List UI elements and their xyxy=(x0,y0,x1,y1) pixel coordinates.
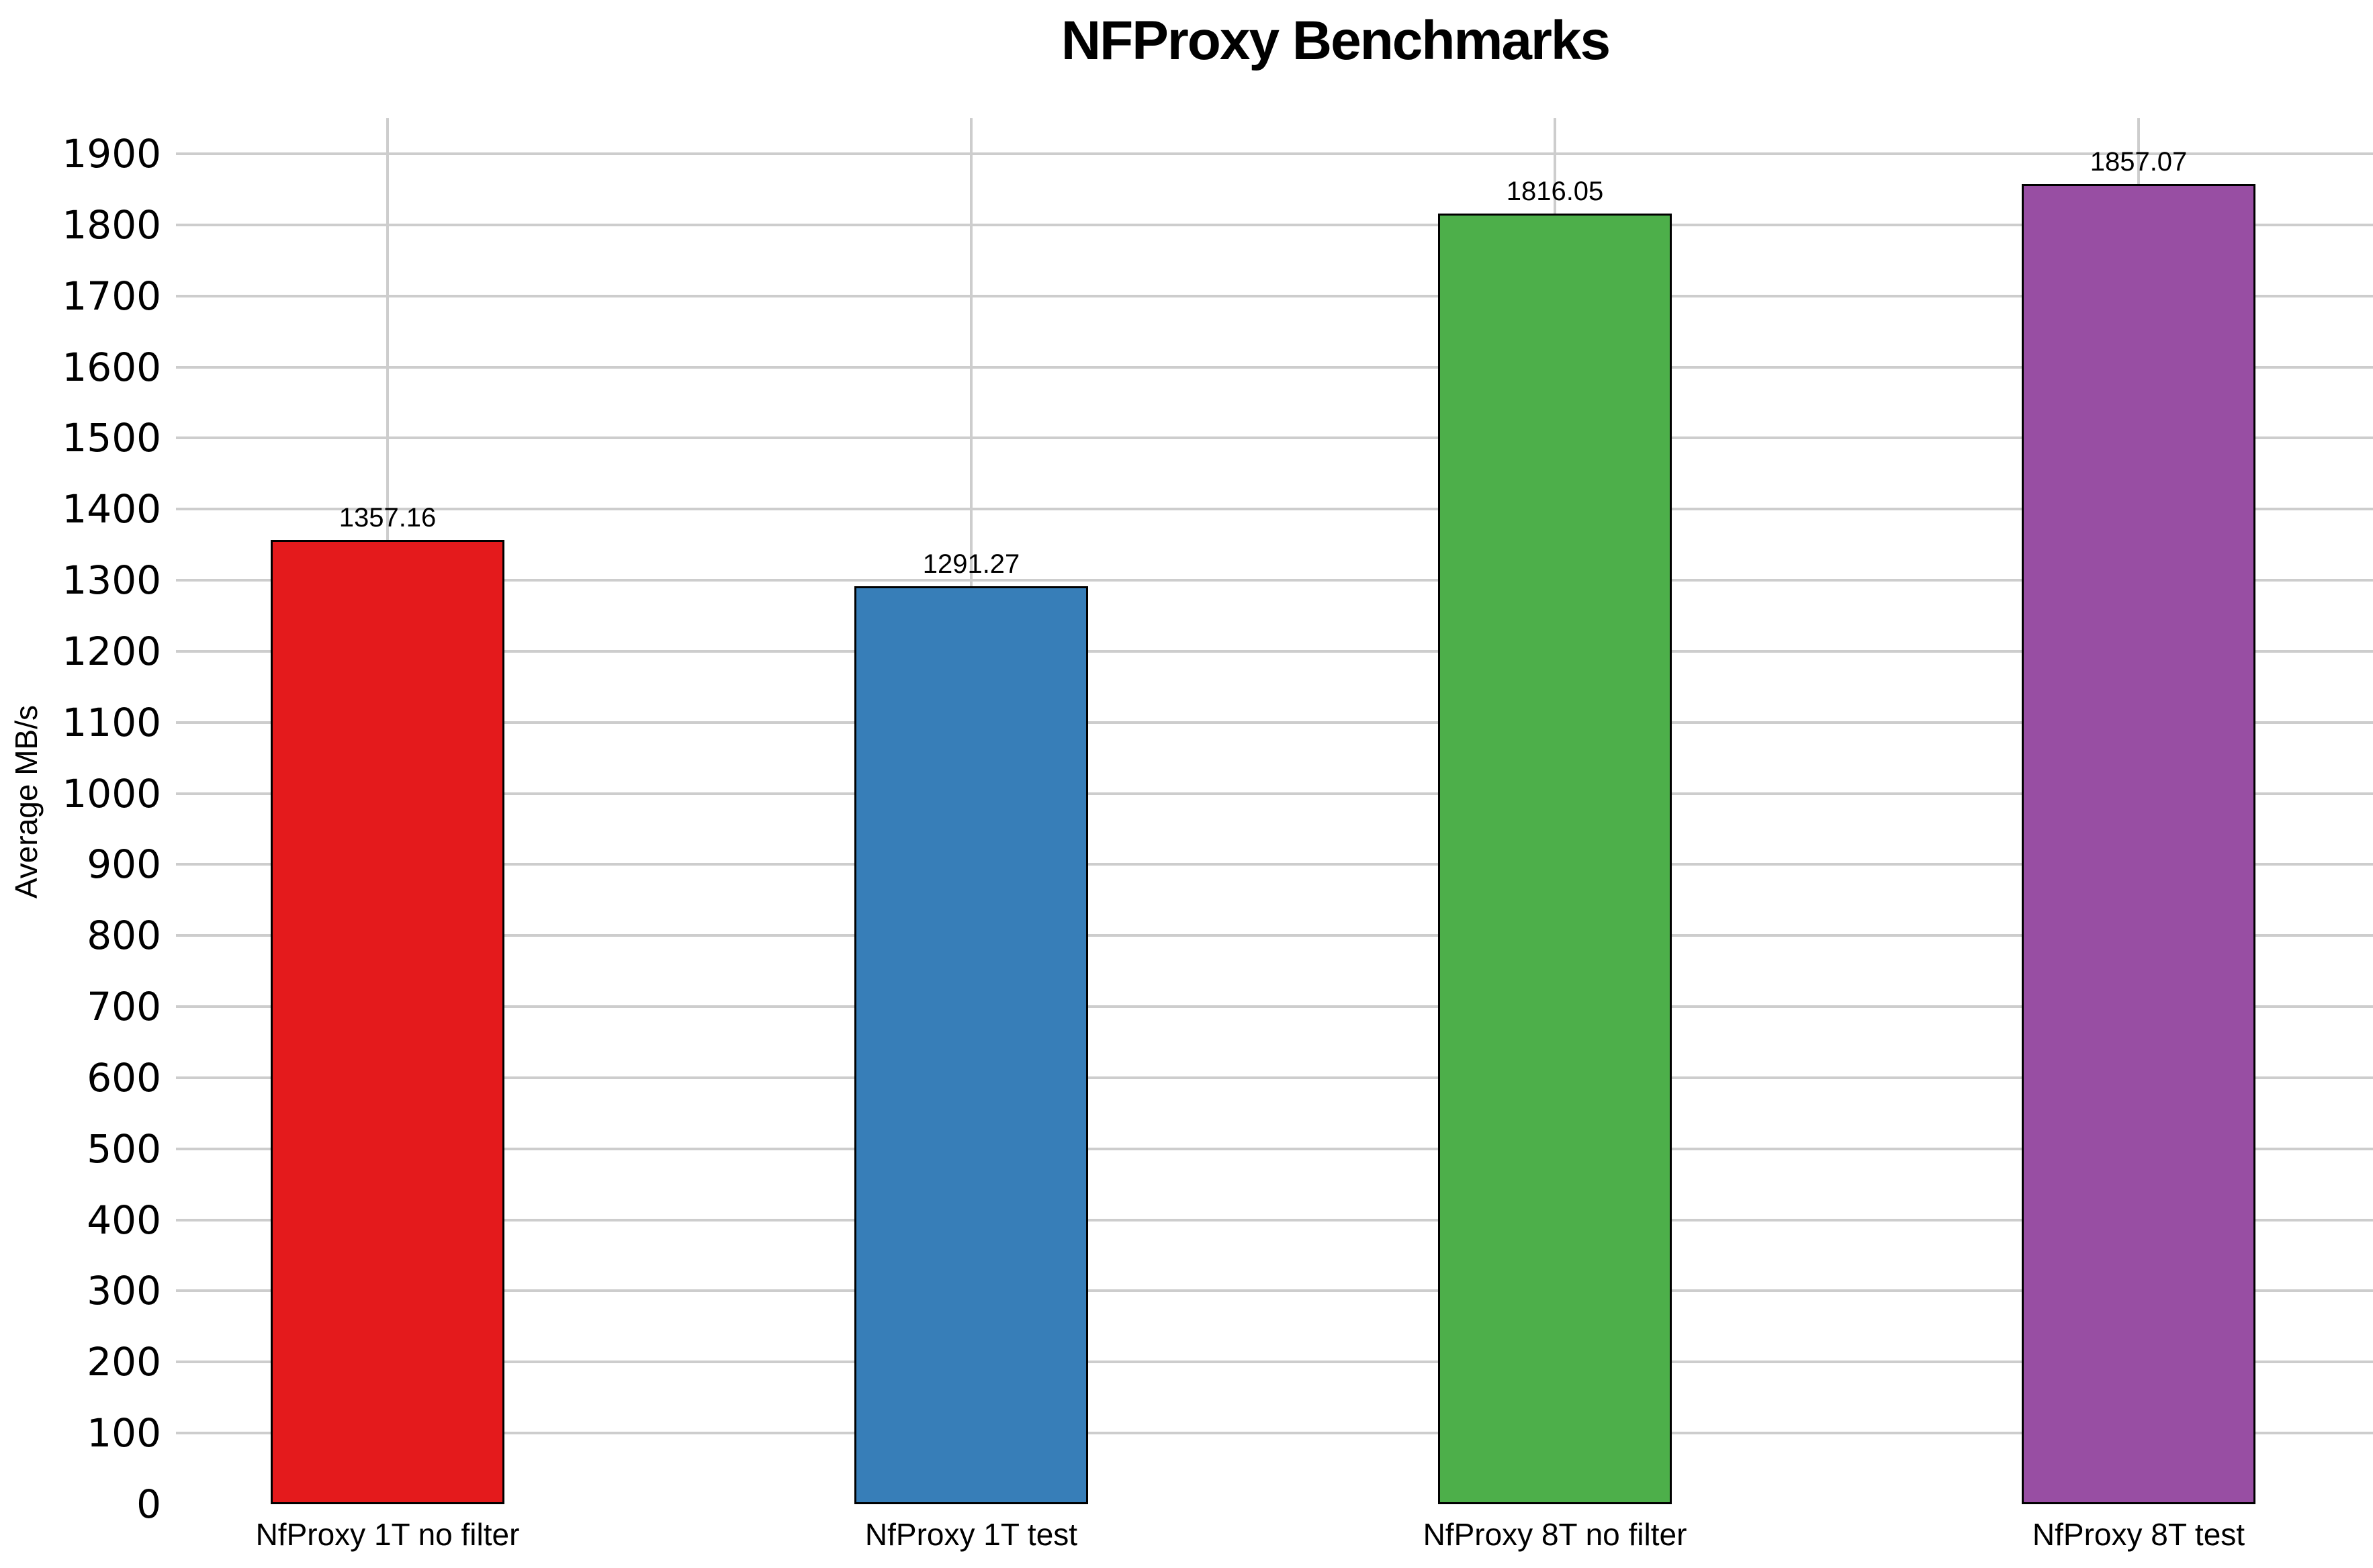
h-gridline xyxy=(176,721,2373,724)
x-tick-label: NfProxy 8T test xyxy=(2032,1517,2245,1552)
y-tick-label: 1400 xyxy=(62,486,161,532)
x-tick-label: NfProxy 1T test xyxy=(864,1517,1078,1552)
h-gridline xyxy=(176,152,2373,155)
y-tick-label: 1300 xyxy=(62,557,161,603)
chart-title: NFProxy Benchmarks xyxy=(1061,10,1611,71)
y-tick-label: 400 xyxy=(87,1197,161,1243)
bar-value-label: 1857.07 xyxy=(2090,147,2188,177)
y-tick-label: 100 xyxy=(87,1410,161,1456)
y-tick-label: 1000 xyxy=(62,771,161,817)
h-gridline xyxy=(176,579,2373,582)
bar-value-label: 1291.27 xyxy=(922,549,1020,579)
h-gridline xyxy=(176,1289,2373,1292)
h-gridline xyxy=(176,1148,2373,1150)
y-tick-label: 200 xyxy=(87,1339,161,1385)
bar-nfproxy-1t-no-filter xyxy=(271,540,504,1504)
x-tick-label: NfProxy 1T no filter xyxy=(255,1517,520,1552)
h-gridline xyxy=(176,650,2373,653)
bar-value-label: 1816.05 xyxy=(1506,177,1604,206)
y-tick-label: 1600 xyxy=(62,344,161,390)
h-gridline xyxy=(176,1432,2373,1434)
h-gridline xyxy=(176,792,2373,795)
h-gridline xyxy=(176,366,2373,369)
y-tick-label: 600 xyxy=(87,1055,161,1101)
y-tick-label: 700 xyxy=(87,984,161,1029)
y-tick-label: 1900 xyxy=(62,131,161,177)
h-gridline xyxy=(176,1219,2373,1221)
y-tick-label: 1500 xyxy=(62,415,161,461)
h-gridline xyxy=(176,224,2373,226)
h-gridline xyxy=(176,1005,2373,1008)
x-tick-label: NfProxy 8T no filter xyxy=(1423,1517,1687,1552)
y-tick-label: 1200 xyxy=(62,629,161,674)
y-tick-label: 0 xyxy=(136,1481,161,1527)
bar-nfproxy-8t-no-filter xyxy=(1438,214,1672,1504)
h-gridline xyxy=(176,436,2373,439)
y-tick-label: 300 xyxy=(87,1268,161,1313)
y-tick-label: 900 xyxy=(87,841,161,887)
h-gridline xyxy=(176,295,2373,297)
y-tick-label: 1700 xyxy=(62,273,161,319)
bar-nfproxy-8t-test xyxy=(2022,184,2255,1504)
y-tick-label: 1800 xyxy=(62,202,161,248)
bar-nfproxy-1t-test xyxy=(854,586,1088,1504)
y-tick-label: 500 xyxy=(87,1126,161,1172)
bar-value-label: 1357.16 xyxy=(339,503,437,533)
y-tick-label: 1100 xyxy=(62,700,161,745)
h-gridline xyxy=(176,1076,2373,1079)
h-gridline xyxy=(176,863,2373,866)
y-tick-label: 800 xyxy=(87,913,161,958)
h-gridline xyxy=(176,1361,2373,1363)
h-gridline xyxy=(176,934,2373,937)
h-gridline xyxy=(176,508,2373,510)
